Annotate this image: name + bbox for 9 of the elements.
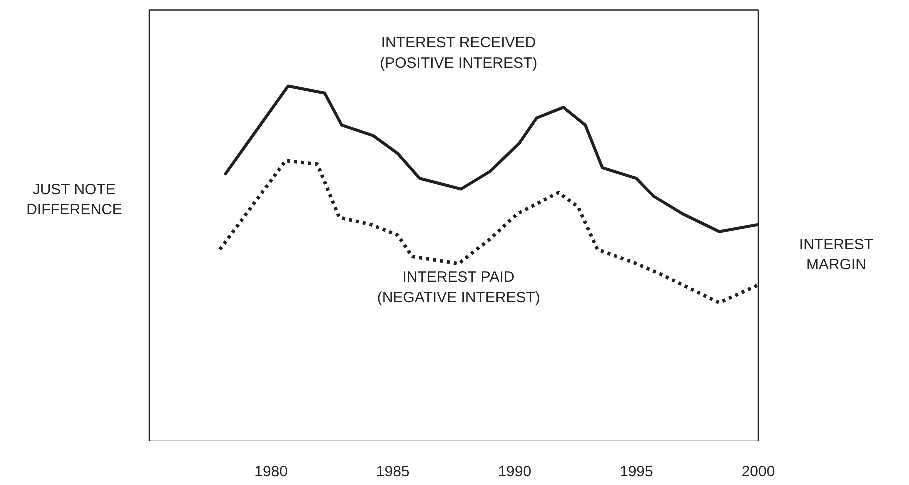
series-label: INTEREST PAID (NEGATIVE INTEREST) bbox=[377, 269, 540, 307]
x-tick-label: 1995 bbox=[620, 464, 654, 480]
text: JUST NOTE DIFFERENCE bbox=[26, 181, 122, 219]
x-tick-label: 1980 bbox=[254, 464, 288, 480]
text: INTEREST RECEIVED (POSITIVE INTEREST) bbox=[380, 34, 538, 72]
text: INTEREST MARGIN bbox=[799, 236, 874, 274]
x-tick-label: 1985 bbox=[376, 464, 410, 480]
x-tick-label: 1990 bbox=[498, 464, 532, 480]
x-tick-label: 2000 bbox=[742, 464, 776, 480]
